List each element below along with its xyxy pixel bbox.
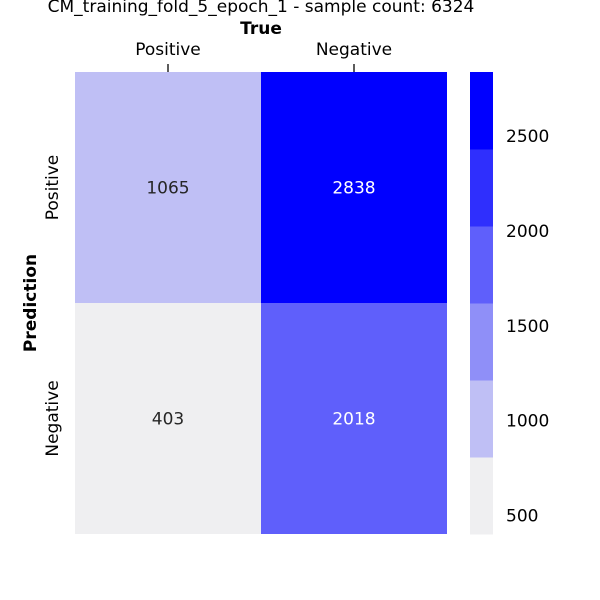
- heatmap-cells: [75, 72, 447, 534]
- cell-value-label: 403: [152, 410, 184, 430]
- y-tick-label-positive: Positive: [43, 155, 63, 221]
- colorbar-segment: [470, 226, 493, 304]
- colorbar-ticks: 500 1000 1500 2000 2500: [506, 127, 549, 526]
- chart-title: CM_training_fold_5_epoch_1 - sample coun…: [48, 0, 475, 17]
- colorbar-tick-label: 1500: [506, 317, 549, 337]
- x-tick-label-negative: Negative: [316, 40, 392, 60]
- colorbar-tick-label: 500: [506, 507, 538, 527]
- colorbar-tick-label: 1000: [506, 412, 549, 432]
- heatmap-cell-labels: 1065 2838 403 2018: [146, 179, 375, 430]
- colorbar-segment: [470, 149, 493, 227]
- colorbar: [470, 72, 493, 535]
- y-axis-label: Prediction: [21, 254, 41, 352]
- y-axis-ticks: Positive Negative: [43, 155, 63, 457]
- cell-value-label: 2838: [332, 179, 375, 199]
- colorbar-segment: [470, 457, 493, 535]
- colorbar-segment: [470, 303, 493, 381]
- y-tick-label-negative: Negative: [43, 380, 63, 456]
- heatmap-cell-negative-negative: [261, 303, 447, 534]
- colorbar-tick-label: 2500: [506, 127, 549, 147]
- x-axis-ticks: Positive Negative: [135, 40, 392, 72]
- heatmap-cell-positive-negative: [261, 72, 447, 303]
- colorbar-tick-label: 2000: [506, 222, 549, 242]
- cell-value-label: 2018: [332, 410, 375, 430]
- x-axis-label: True: [240, 19, 282, 39]
- heatmap-cell-positive-positive: [75, 72, 261, 303]
- colorbar-segment: [470, 72, 493, 150]
- cell-value-label: 1065: [146, 179, 189, 199]
- x-tick-label-positive: Positive: [135, 40, 201, 60]
- heatmap-cell-negative-positive: [75, 303, 261, 534]
- colorbar-segment: [470, 380, 493, 458]
